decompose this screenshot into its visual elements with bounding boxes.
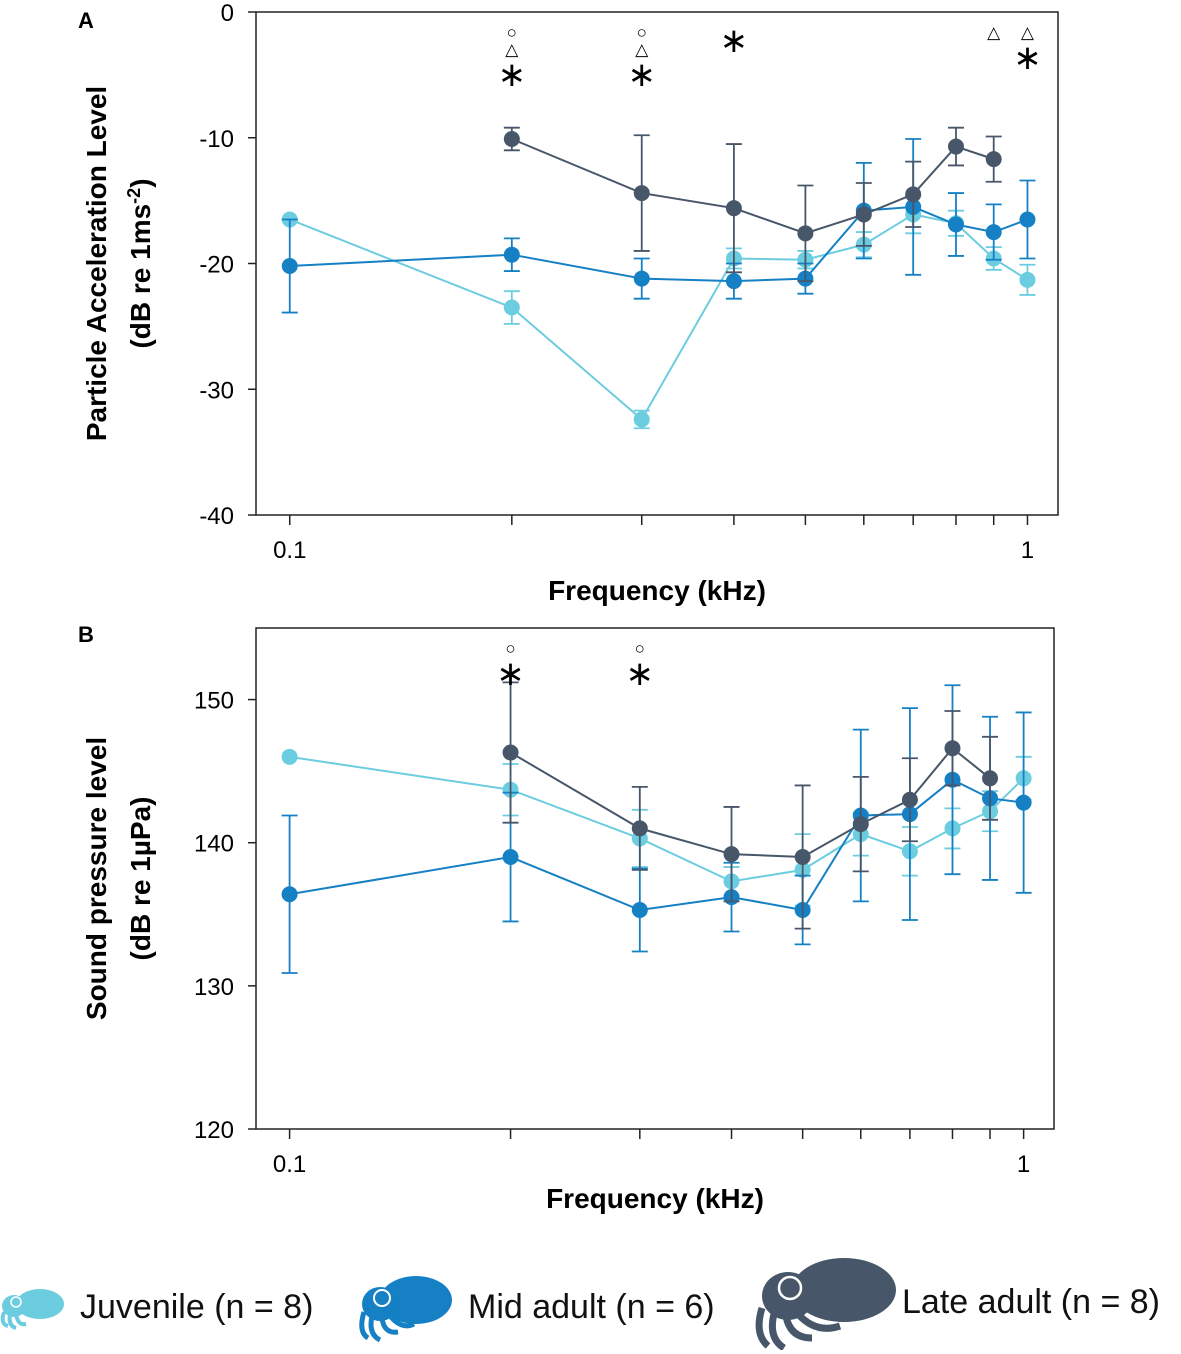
data-point [503, 246, 520, 263]
series-line-juvenile [289, 213, 1028, 421]
significance-marker: ∗ [720, 22, 749, 60]
series-line-mid-adult [289, 205, 1028, 283]
series-juvenile [281, 748, 1032, 907]
data-point [1019, 211, 1036, 228]
legend: Juvenile (n = 8) Mid adult (n = 6) Late … [0, 1258, 1181, 1354]
legend-label-mid-adult: Mid adult (n = 6) [468, 1287, 715, 1326]
mid-adult-cuttlefish-icon [359, 1276, 452, 1342]
data-point [503, 299, 520, 316]
y-tick-label: 150 [194, 688, 234, 715]
data-point [723, 846, 740, 863]
y-tick-label: -10 [199, 126, 234, 153]
significance-marker: ○ [637, 23, 647, 42]
legend-item-mid-adult: Mid adult (n = 6) [358, 1272, 715, 1342]
significance-marker: △ [635, 40, 649, 59]
data-point [982, 770, 999, 787]
series-juvenile [281, 194, 1036, 430]
significance-marker: ○ [507, 23, 517, 42]
panel-a-label: A [78, 8, 94, 33]
significance-marker: ○ [635, 639, 645, 658]
data-point [725, 273, 742, 290]
data-point [944, 740, 961, 757]
series-late-adult [502, 681, 999, 930]
data-point [631, 820, 648, 837]
y-axis-unit-label: (dB re 1µPa) [125, 797, 156, 961]
data-point [947, 216, 964, 233]
significance-marker: ∗ [627, 56, 656, 94]
y-tick-label: 0 [221, 0, 234, 27]
data-point [794, 849, 811, 866]
y-tick-label: 130 [194, 974, 234, 1001]
data-point [1015, 794, 1032, 811]
juvenile-cuttlefish-icon [0, 1289, 64, 1330]
series-mid-adult [281, 138, 1036, 314]
data-point [281, 886, 298, 903]
significance-marker: ∗ [498, 56, 527, 94]
significance-marker: ∗ [496, 655, 525, 693]
data-point [852, 816, 869, 833]
x-axis-label: Frequency (kHz) [548, 575, 766, 606]
data-point [985, 224, 1002, 241]
series-line-mid-adult [289, 778, 1024, 912]
data-point [503, 131, 520, 148]
panel-b-label: B [78, 622, 94, 647]
late-adult-cuttlefish-icon [755, 1258, 896, 1350]
x-tick-label: 1 [1021, 537, 1034, 564]
series-mid-adult [281, 684, 1032, 974]
legend-item-juvenile: Juvenile (n = 8) [0, 1284, 313, 1330]
legend-item-late-adult: Late adult (n = 8) [752, 1254, 1160, 1350]
y-tick-label: 120 [194, 1117, 234, 1144]
y-axis-label: Sound pressure level [81, 737, 112, 1020]
y-tick-label: -20 [199, 252, 234, 279]
plot-frame [255, 627, 1055, 1130]
data-point [502, 744, 519, 761]
data-point [901, 791, 918, 808]
y-tick-label: -40 [199, 503, 234, 530]
legend-label-late-adult: Late adult (n = 8) [902, 1282, 1161, 1321]
data-point [905, 186, 922, 203]
data-point [281, 748, 298, 765]
chart-canvas: A B 0 -10 -20 -30 -40 0.1 1 Frequency (kHz) Part… [78, 0, 1059, 1214]
data-point [633, 185, 650, 202]
series-late-adult [503, 126, 1002, 283]
significance-marker: ○ [505, 639, 515, 658]
significance-marker: △ [1021, 23, 1035, 42]
x-tick-label: 0.1 [273, 537, 306, 564]
y-axis-label: Particle Acceleration Level [81, 86, 112, 441]
plot-frame [255, 11, 1059, 516]
data-point [633, 411, 650, 428]
significance-marker: △ [505, 40, 519, 59]
y-tick-label: 140 [194, 831, 234, 858]
data-point [855, 206, 872, 223]
series-line-late-adult [510, 746, 991, 859]
data-point [1019, 271, 1036, 288]
significance-marker: △ [987, 23, 1001, 42]
series-line-late-adult [511, 138, 995, 235]
panel-b: 120 130 140 150 0.1 1 Frequency (kHz) Sound pre… [81, 627, 1055, 1214]
y-tick-label: -30 [199, 377, 234, 404]
data-point [281, 258, 298, 275]
legend-label-juvenile: Juvenile (n = 8) [80, 1287, 314, 1326]
data-point [633, 270, 650, 287]
data-point [631, 901, 648, 918]
data-point [502, 849, 519, 866]
x-tick-label: 1 [1017, 1151, 1030, 1178]
data-point [725, 200, 742, 217]
data-point [797, 225, 814, 242]
significance-marker: ∗ [626, 655, 655, 693]
series-line-juvenile [289, 755, 1025, 883]
x-axis-label: Frequency (kHz) [546, 1183, 764, 1214]
y-axis-unit-label: (dB re 1ms-2) [124, 178, 156, 348]
data-point [947, 138, 964, 155]
significance-marker: ∗ [1013, 39, 1042, 77]
panel-a: 0 -10 -20 -30 -40 0.1 1 Frequency (kHz) Particle… [81, 0, 1059, 606]
data-point [985, 151, 1002, 168]
x-tick-label: 0.1 [273, 1151, 306, 1178]
